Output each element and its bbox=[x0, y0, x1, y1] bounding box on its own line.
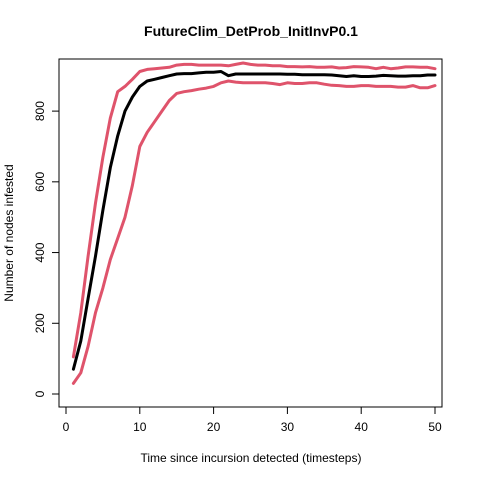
plot-frame bbox=[58, 58, 443, 408]
y-tick-label: 200 bbox=[33, 313, 47, 333]
x-tick-label: 20 bbox=[207, 420, 221, 434]
x-tick-label: 40 bbox=[355, 420, 369, 434]
y-tick-label: 600 bbox=[33, 171, 47, 191]
series-layer bbox=[71, 61, 437, 385]
y-tick-label: 800 bbox=[33, 101, 47, 121]
x-tick-label: 30 bbox=[281, 420, 295, 434]
series-line-3 bbox=[71, 79, 437, 385]
x-tick-label: 10 bbox=[133, 420, 147, 434]
chart-title: FutureClim_DetProb_InitInvP0.1 bbox=[144, 23, 358, 39]
x-axis: 0 10 20 30 40 50 bbox=[63, 406, 442, 434]
y-axis-label: Number of nodes infested bbox=[2, 164, 16, 301]
y-tick-label: 0 bbox=[33, 390, 47, 397]
y-tick-label: 400 bbox=[33, 242, 47, 262]
series-line-2 bbox=[71, 70, 437, 371]
x-axis-label: Time since incursion detected (timesteps… bbox=[141, 451, 362, 465]
series-line-1 bbox=[71, 61, 437, 359]
y-axis: 0 200 400 600 800 bbox=[33, 101, 60, 397]
x-tick-label: 50 bbox=[428, 420, 442, 434]
x-tick-label: 0 bbox=[63, 420, 70, 434]
